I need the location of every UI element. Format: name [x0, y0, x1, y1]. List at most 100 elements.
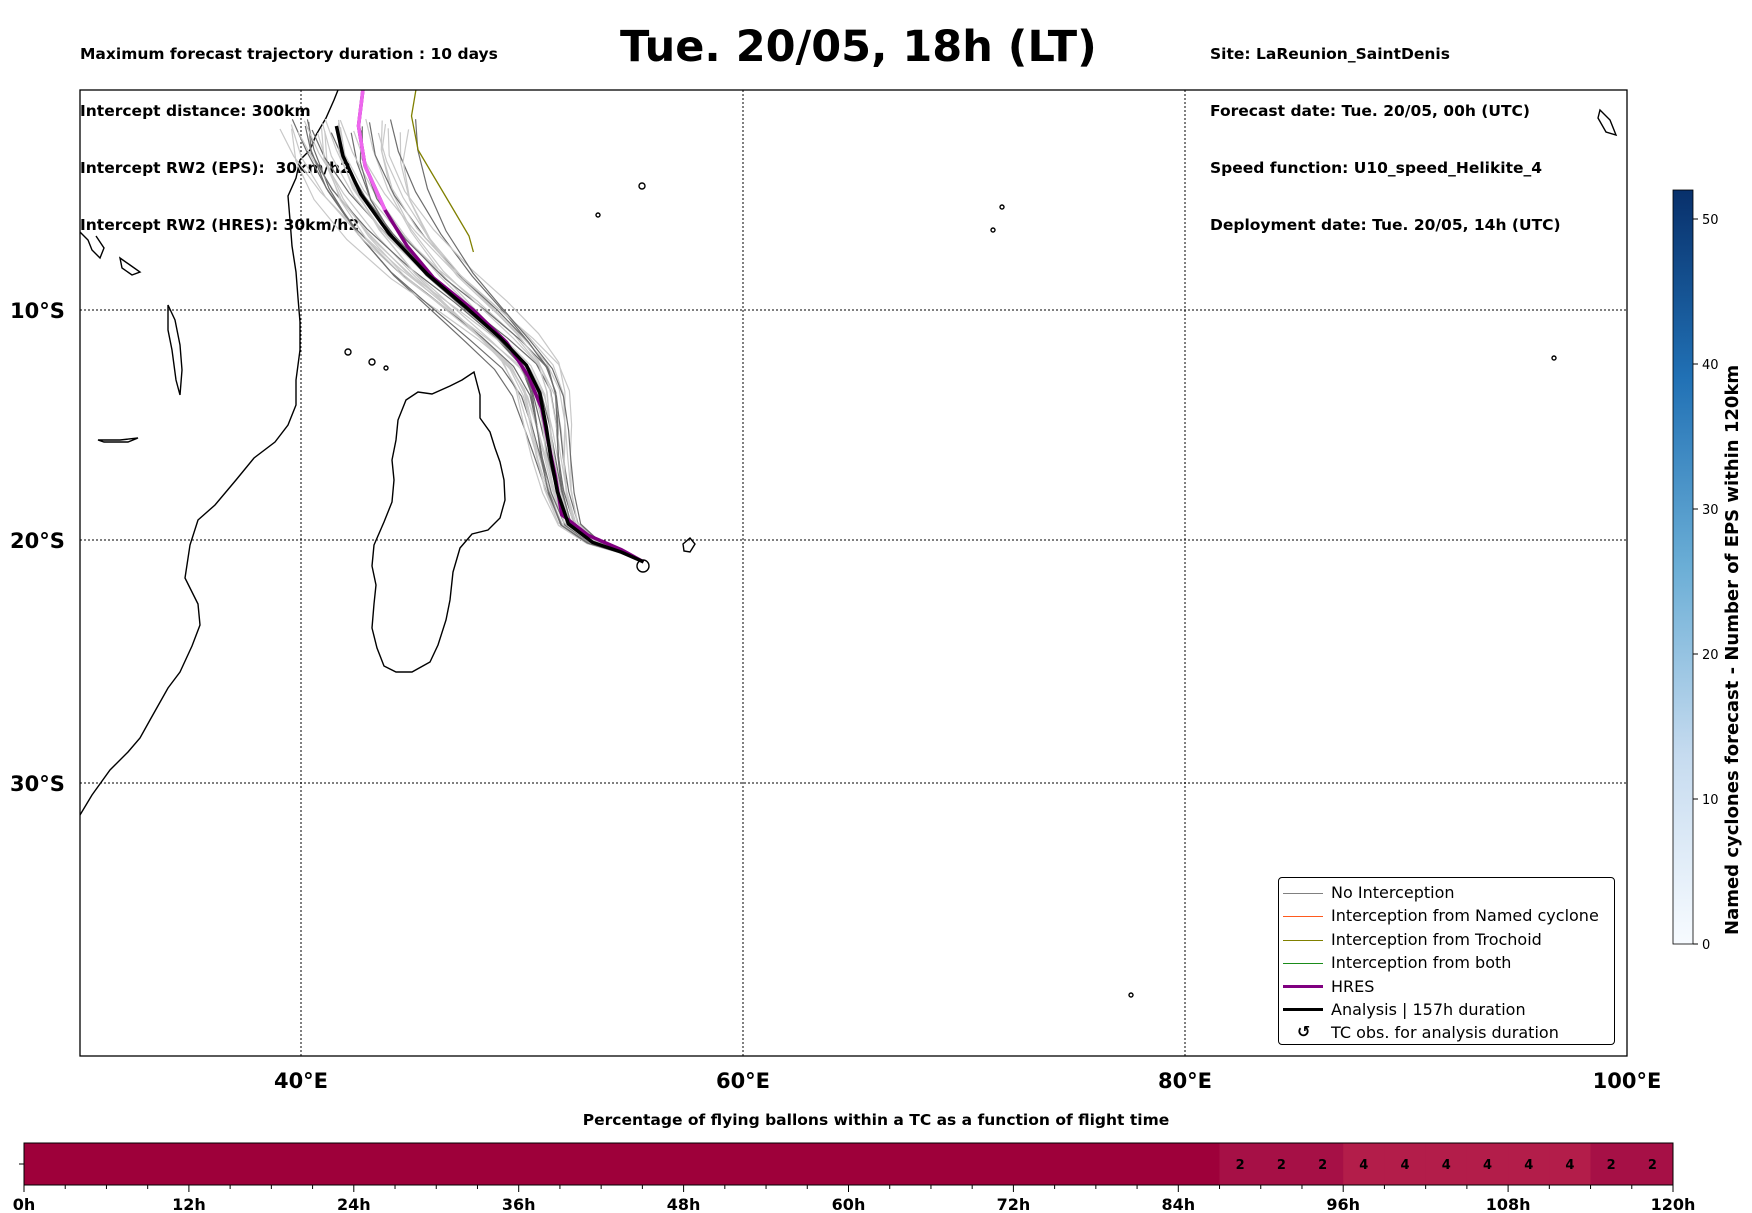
- heatmap-cell-label: 2: [1318, 1158, 1327, 1173]
- colorbar: 0 10 20 30 40 50: [1672, 189, 1719, 953]
- lon-tick-label: 60°E: [716, 1069, 770, 1093]
- eps-trajectory: [291, 128, 644, 563]
- heatmap-cell-label: 2: [1648, 1158, 1657, 1173]
- legend-swatch: [1283, 1007, 1323, 1011]
- legend-label: HRES: [1331, 976, 1375, 996]
- heatmap-cell: [518, 1143, 561, 1185]
- heatmap-cell: [477, 1143, 520, 1185]
- heatmap-cell: [395, 1143, 437, 1185]
- heatmap-title: Percentage of flying ballons within a TC…: [582, 1111, 1170, 1129]
- heatmap-x-tick-label: 0h: [13, 1195, 36, 1213]
- heatmap-cell: [1260, 1143, 1303, 1185]
- heatmap-cell: [230, 1143, 272, 1185]
- heatmap-cell: [106, 1143, 149, 1185]
- heatmap-cell: [807, 1143, 849, 1185]
- legend-item-both: Interception from both: [1279, 952, 1614, 975]
- island: [1128, 992, 1134, 998]
- heatmap-cell: [24, 1143, 66, 1185]
- colorbar-tick-label: 30: [1702, 503, 1719, 518]
- lat-tick-label: 10°S: [10, 299, 65, 323]
- legend-label: No Interception: [1331, 883, 1455, 902]
- colorbar-tick-label: 0: [1702, 938, 1710, 953]
- header-right-info: Site: LaReunion_SaintDenis Forecast date…: [1210, 7, 1561, 254]
- heatmap-x-tick-label: 84h: [1161, 1195, 1195, 1213]
- map-gridlines: 40°E 60°E 80°E 100°E 10°S 20°S 30°S: [10, 90, 1661, 1093]
- heatmap-cell-label: 4: [1401, 1158, 1410, 1173]
- island: [344, 348, 352, 356]
- heatmap-cell-label: 4: [1483, 1158, 1492, 1173]
- heatmap-cell: [642, 1143, 685, 1185]
- legend-label: TC obs. for analysis duration: [1331, 1023, 1559, 1043]
- eps-trajectory: [353, 130, 644, 563]
- lon-tick-label: 40°E: [274, 1069, 328, 1093]
- island: [368, 358, 376, 366]
- eps-trajectory: [324, 131, 644, 563]
- heatmap-cell: [1301, 1143, 1344, 1185]
- heatmap-cell: [1178, 1143, 1221, 1185]
- eps-trajectory: [359, 130, 644, 563]
- eps-trajectory: [279, 128, 644, 563]
- heatmap-cell: [353, 1143, 396, 1185]
- africa-coastline-north: [80, 231, 105, 260]
- colorbar-tick-label: 50: [1702, 213, 1719, 228]
- heatmap-x-tick-label: 72h: [997, 1195, 1031, 1213]
- header-left-info: Maximum forecast trajectory duration : 1…: [80, 7, 498, 254]
- legend-swatch: [1283, 963, 1323, 965]
- colorbar-ticks: 0 10 20 30 40 50: [1693, 213, 1719, 953]
- legend-label: Interception from both: [1331, 953, 1512, 973]
- heatmap-x-tick-label: 12h: [172, 1195, 206, 1213]
- heatmap-cell: [1054, 1143, 1097, 1185]
- colorbar-label: Named cyclones forecast - Number of EPS …: [1722, 364, 1743, 935]
- island: [638, 182, 646, 190]
- heatmap-cell: [1219, 1143, 1262, 1185]
- eps-trajectory: [317, 132, 644, 563]
- legend-item-no-interception: No Interception: [1279, 882, 1614, 905]
- heatmap-x-tick-label: 96h: [1326, 1195, 1360, 1213]
- island: [999, 204, 1005, 210]
- heatmap-cell-label: 2: [1607, 1158, 1616, 1173]
- heatmap-x-tick-label: 108h: [1486, 1195, 1531, 1213]
- tc-obs-symbol-icon: ↺: [1297, 1022, 1311, 1042]
- heatmap-x-tick-label: 36h: [502, 1195, 536, 1213]
- legend-label: Interception from Named cyclone: [1331, 906, 1599, 926]
- heatmap-cell: [1549, 1143, 1592, 1185]
- madagascar-outline: [371, 370, 506, 673]
- header-left-line: Intercept RW2 (HRES): 30km/h2: [80, 216, 360, 234]
- heatmap-cell: [848, 1143, 891, 1185]
- eps-trajectory: [320, 127, 644, 563]
- header-right-line: Site: LaReunion_SaintDenis: [1210, 45, 1450, 63]
- heatmap-x-tick-label: 120h: [1651, 1195, 1696, 1213]
- heatmap-cell-label: 4: [1359, 1158, 1368, 1173]
- legend-item-tc-obs: ↺ TC obs. for analysis duration: [1279, 1022, 1614, 1045]
- island: [595, 212, 601, 218]
- heatmap-cell: [1384, 1143, 1427, 1185]
- legend-label: Analysis | 157h duration: [1331, 999, 1526, 1019]
- island: [167, 304, 183, 396]
- heatmap-cell: [147, 1143, 190, 1185]
- legend-swatch: [1283, 984, 1323, 988]
- map-title: Tue. 20/05, 18h (LT): [620, 22, 1097, 72]
- heatmap-cell: [683, 1143, 726, 1185]
- analysis-trajectory: [334, 125, 645, 564]
- africa-coastline: [80, 90, 339, 816]
- trochoid-trajectory: [410, 90, 475, 253]
- heatmap-cell: [1508, 1143, 1550, 1185]
- colorbar-gradient: [1672, 189, 1694, 945]
- heatmap-cell: [188, 1143, 231, 1185]
- heatmap-cell-label: 2: [1277, 1158, 1286, 1173]
- header-right-line: Deployment date: Tue. 20/05, 14h (UTC): [1210, 216, 1561, 234]
- lat-tick-label: 30°S: [10, 772, 65, 796]
- heatmap-cell: [65, 1143, 107, 1185]
- island: [97, 437, 139, 443]
- header-left-line: Intercept RW2 (EPS): 30km/h2: [80, 159, 351, 177]
- heatmap-cell-label: 4: [1442, 1158, 1451, 1173]
- heatmap-cell: [559, 1143, 602, 1185]
- heatmap-cell: [271, 1143, 314, 1185]
- header-right-line: Speed function: U10_speed_Helikite_4: [1210, 159, 1543, 177]
- heatmap-cell: [1013, 1143, 1056, 1185]
- heatmap-cell: [1466, 1143, 1509, 1185]
- header-left-line: Maximum forecast trajectory duration : 1…: [80, 45, 498, 63]
- header-left-line: Intercept distance: 300km: [80, 102, 311, 120]
- heatmap-cell: [889, 1143, 932, 1185]
